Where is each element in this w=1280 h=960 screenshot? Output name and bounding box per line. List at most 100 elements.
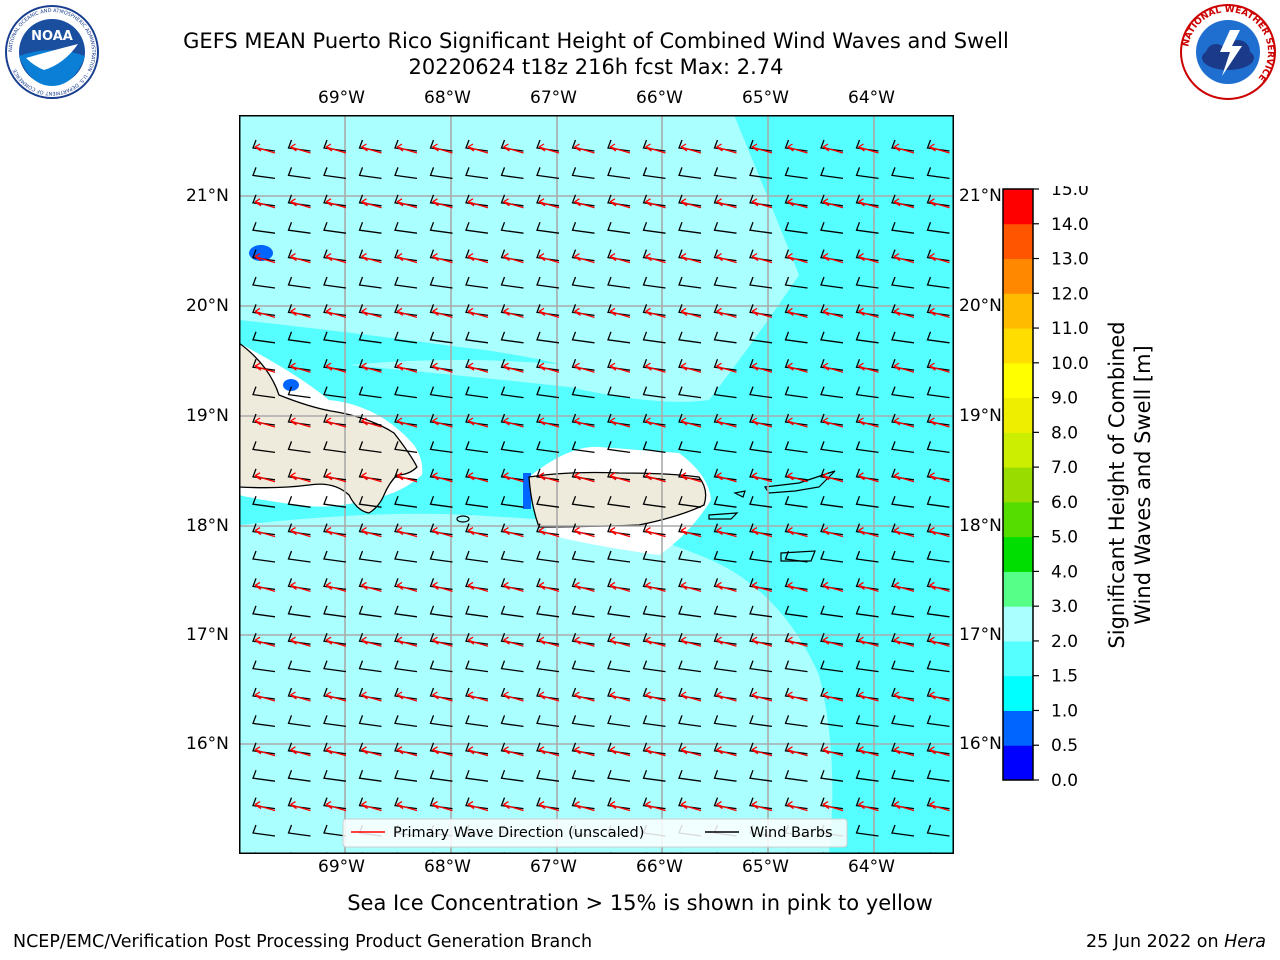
wind-barb xyxy=(536,495,560,508)
wave-arrow xyxy=(822,362,844,373)
wind-barb xyxy=(784,441,808,454)
wave-arrow xyxy=(538,417,560,428)
wave-arrow xyxy=(893,527,915,538)
wind-barb xyxy=(820,742,844,755)
wave-arrow xyxy=(538,581,560,593)
lat-label: 19°N xyxy=(959,406,1002,426)
wind-barb xyxy=(642,550,666,563)
wind-barb xyxy=(287,441,311,454)
wave-arrow xyxy=(787,362,808,373)
wave-arrow xyxy=(467,527,489,538)
wind-barb xyxy=(287,358,311,371)
wind-barb xyxy=(429,139,453,152)
wind-barb xyxy=(571,742,595,755)
wind-barb xyxy=(749,468,773,481)
wind-barb xyxy=(820,797,844,810)
wind-barb xyxy=(678,441,702,454)
wave-arrow xyxy=(574,527,595,538)
wind-barb xyxy=(678,276,702,289)
wave-arrow xyxy=(680,636,702,647)
wind-barb xyxy=(323,523,347,536)
colorbar-tick-label: 12.0 xyxy=(1051,284,1089,304)
wind-barb xyxy=(678,386,702,399)
sea-swell-band xyxy=(349,360,709,402)
wave-arrow xyxy=(751,581,773,593)
wave-arrow xyxy=(432,362,453,373)
footer-date: 25 Jun 2022 on Hera xyxy=(1086,932,1266,952)
wind-barb xyxy=(926,276,950,289)
wave-arrow xyxy=(609,307,631,319)
wind-barb xyxy=(820,276,844,289)
wind-barb xyxy=(358,660,382,673)
wind-barb xyxy=(571,550,595,563)
wave-arrow xyxy=(751,307,773,319)
wind-barb xyxy=(749,660,773,673)
wind-barb xyxy=(536,742,560,755)
colorbar-swatch xyxy=(1003,328,1033,364)
wave-arrow xyxy=(893,198,915,209)
wind-barb xyxy=(500,742,524,755)
wave-arrow xyxy=(787,691,808,702)
island-st-croix xyxy=(780,550,816,562)
wind-barb xyxy=(749,715,773,728)
wave-arrow xyxy=(680,801,702,812)
wind-barb xyxy=(394,523,418,536)
wind-barb xyxy=(500,550,524,563)
wind-barb xyxy=(429,660,453,673)
wave-arrow xyxy=(396,581,418,593)
wind-barb xyxy=(678,139,702,152)
wind-barb xyxy=(642,441,666,454)
wave-arrow xyxy=(254,472,276,483)
lon-label: 65°W xyxy=(742,88,789,108)
wind-barb xyxy=(323,495,347,508)
wind-barb xyxy=(820,660,844,673)
wind-barb xyxy=(749,386,773,399)
wind-barb xyxy=(749,742,773,755)
wave-arrow xyxy=(574,581,595,593)
wind-barb xyxy=(926,139,950,152)
wind-barb xyxy=(323,304,347,317)
wind-barb xyxy=(820,413,844,426)
wind-barb xyxy=(855,550,879,563)
wind-barb xyxy=(607,167,631,180)
wave-arrow xyxy=(858,581,879,593)
wind-barb xyxy=(891,605,915,618)
wind-barb xyxy=(500,358,524,371)
wind-barb xyxy=(465,331,489,344)
wave-arrow xyxy=(538,801,560,812)
wind-barb xyxy=(252,331,276,344)
wave-arrow xyxy=(716,691,737,702)
wind-barb xyxy=(571,468,595,481)
wind-barb xyxy=(713,468,737,481)
wind-barb xyxy=(855,797,879,810)
wind-barb xyxy=(749,167,773,180)
wind-barb xyxy=(287,276,311,289)
wind-barb xyxy=(749,632,773,645)
wave-arrow xyxy=(787,527,808,538)
wind-barb xyxy=(713,742,737,755)
wind-barb xyxy=(820,194,844,207)
wind-barb xyxy=(607,331,631,344)
wind-barb xyxy=(465,413,489,426)
wind-barb xyxy=(287,523,311,536)
wave-arrow xyxy=(538,746,560,757)
wind-barb xyxy=(252,715,276,728)
wind-barb xyxy=(607,304,631,317)
wave-arrow xyxy=(325,198,347,209)
wind-barb xyxy=(678,495,702,508)
wave-arrow xyxy=(716,636,737,647)
wind-barb xyxy=(926,495,950,508)
wave-arrow xyxy=(609,527,631,538)
wave-arrow xyxy=(361,253,382,264)
wave-arrow xyxy=(716,581,737,593)
wind-barb xyxy=(713,797,737,810)
wind-barb xyxy=(287,715,311,728)
wind-barb xyxy=(500,139,524,152)
wave-arrow xyxy=(254,801,276,812)
wind-barb xyxy=(358,221,382,234)
wave-arrow xyxy=(432,746,453,757)
wind-barb xyxy=(571,605,595,618)
wind-barb xyxy=(855,632,879,645)
wave-arrow xyxy=(716,198,737,209)
wind-barb xyxy=(500,331,524,344)
